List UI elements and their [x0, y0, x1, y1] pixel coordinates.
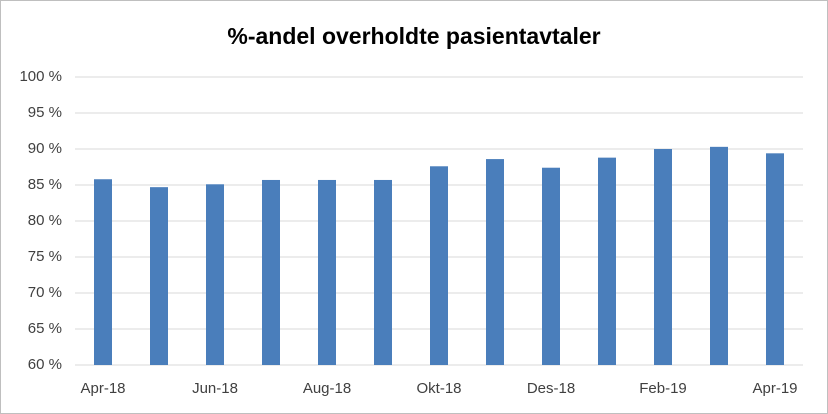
y-tick-label: 65 % [28, 320, 62, 337]
y-tick-label: 90 % [28, 140, 62, 157]
x-tick-label: Okt-18 [416, 380, 461, 397]
bar [262, 179, 280, 365]
bar [654, 149, 672, 365]
y-tick-label: 70 % [28, 284, 62, 301]
bar [766, 153, 784, 365]
bar [598, 157, 616, 365]
y-tick-label: 100 % [19, 68, 62, 85]
y-tick-label: 75 % [28, 248, 62, 265]
x-tick-label: Apr-18 [80, 380, 125, 397]
y-tick-label: 85 % [28, 176, 62, 193]
bar [542, 167, 560, 365]
y-tick-label: 95 % [28, 104, 62, 121]
chart-title: %-andel overholdte pasientavtaler [227, 23, 600, 49]
x-tick-label: Des-18 [527, 380, 575, 397]
bar [486, 159, 504, 365]
y-tick-label: 60 % [28, 356, 62, 373]
x-tick-label: Jun-18 [192, 380, 238, 397]
bar [374, 179, 392, 365]
bar [150, 187, 168, 365]
x-tick-label: Feb-19 [639, 380, 687, 397]
bar [206, 184, 224, 365]
bar [430, 166, 448, 365]
bar [318, 179, 336, 365]
x-tick-label: Apr-19 [752, 380, 797, 397]
bar [710, 146, 728, 365]
bar [94, 179, 112, 365]
y-tick-label: 80 % [28, 212, 62, 229]
x-tick-label: Aug-18 [303, 380, 351, 397]
